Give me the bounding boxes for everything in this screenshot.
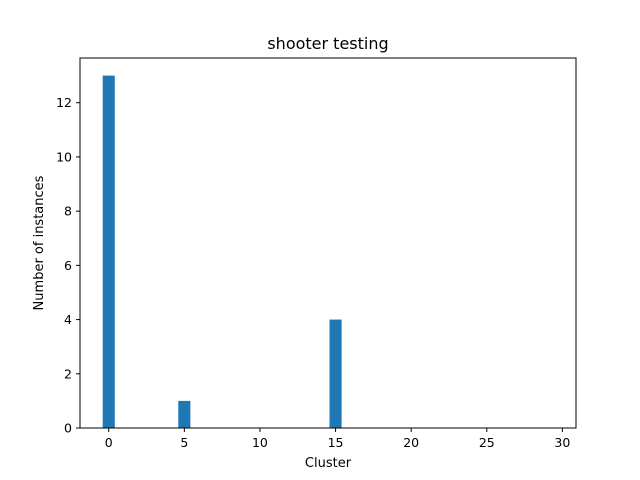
y-tick-label: 4 [64, 312, 72, 327]
y-tick-label: 8 [64, 204, 72, 219]
x-tick-label: 10 [252, 435, 268, 450]
x-tick-label: 15 [328, 435, 344, 450]
x-tick-label: 0 [105, 435, 113, 450]
y-tick-label: 10 [56, 149, 72, 164]
x-tick-label: 20 [403, 435, 419, 450]
y-tick-label: 6 [64, 258, 72, 273]
y-axis-title: Number of instances [32, 175, 47, 310]
x-tick-label: 25 [479, 435, 495, 450]
bars-group [102, 75, 342, 428]
x-axis-title: Cluster [305, 456, 352, 471]
y-tick-label: 12 [56, 95, 72, 110]
bar-cluster-15 [329, 319, 342, 428]
y-tick-label: 0 [64, 421, 72, 436]
bar-cluster-0 [102, 75, 115, 428]
y-axis-ticks: 0 2 4 6 8 10 12 [56, 95, 80, 436]
x-tick-label: 5 [180, 435, 188, 450]
y-tick-label: 2 [64, 366, 72, 381]
chart-title: shooter testing [267, 34, 388, 53]
x-tick-label: 30 [554, 435, 570, 450]
bar-cluster-5 [178, 400, 191, 428]
x-axis-ticks: 0 5 10 15 20 25 30 [105, 428, 570, 450]
plot-area-frame [79, 57, 577, 429]
